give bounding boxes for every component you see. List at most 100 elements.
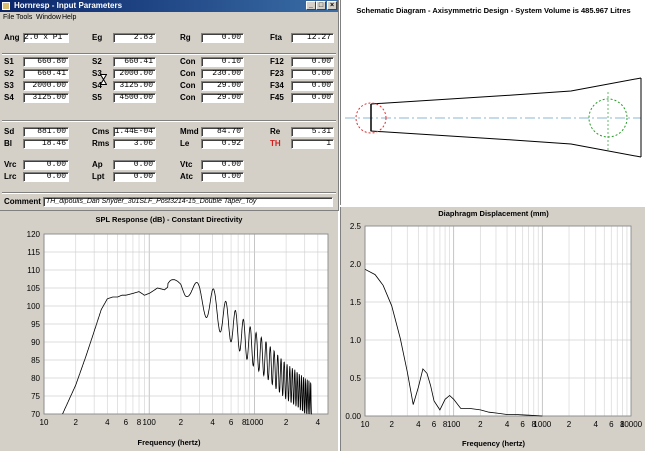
- schematic-panel: Schematic Diagram - Axisymmetric Design …: [340, 0, 645, 205]
- param-field-con[interactable]: 230.00: [201, 69, 244, 79]
- param-field-th[interactable]: 1: [291, 139, 334, 149]
- param-field-cms[interactable]: 1.44E-04: [113, 127, 156, 137]
- param-label-f45: F45: [270, 93, 284, 102]
- param-label-rms: Rms: [92, 139, 110, 148]
- param-label-f23: F23: [270, 69, 284, 78]
- param-field-atc[interactable]: 0.00: [201, 172, 244, 182]
- x-tick-label: 4: [316, 418, 321, 427]
- x-tick-label: 2: [389, 420, 394, 429]
- y-tick-label: 2.0: [350, 260, 362, 269]
- param-field-le[interactable]: 0.92: [201, 139, 244, 149]
- param-field-eg[interactable]: 2.83: [113, 33, 156, 43]
- param-label-atc: Atc: [180, 172, 193, 181]
- window-titlebar[interactable]: Hornresp - Input Parameters _ □ ×: [0, 0, 338, 12]
- menu-help[interactable]: Help: [62, 14, 77, 21]
- x-tick-label: 6: [229, 418, 234, 427]
- minimize-icon[interactable]: _: [306, 1, 316, 10]
- param-field-f23[interactable]: 0.00: [291, 69, 334, 79]
- param-field-s1[interactable]: 660.80: [23, 57, 69, 67]
- param-field-f45[interactable]: 0.00: [291, 93, 334, 103]
- comment-label: Comment: [4, 197, 41, 206]
- x-tick-label: 6: [124, 418, 129, 427]
- param-field-con[interactable]: 29.00: [201, 81, 244, 91]
- param-label-con: Con: [180, 81, 196, 90]
- param-label-bl: Bl: [4, 139, 12, 148]
- x-tick-label: 2: [478, 420, 483, 429]
- spl-chart-title: SPL Response (dB) - Constant Directivity: [95, 215, 243, 224]
- maximize-icon[interactable]: □: [316, 1, 326, 10]
- param-label-eg: Eg: [92, 33, 103, 42]
- param-field-sd[interactable]: 881.00: [23, 127, 69, 137]
- menu-tools[interactable]: Tools: [16, 14, 33, 21]
- menu-bar: File Tools Window Help: [0, 12, 338, 23]
- param-label-s3: S3: [4, 81, 14, 90]
- param-label-f34: F34: [270, 81, 284, 90]
- param-field-ang[interactable]: 2.0 x Pi: [23, 33, 69, 43]
- param-field-s4[interactable]: 3125.00: [113, 81, 156, 91]
- plot-frame: [364, 225, 632, 417]
- param-field-s4[interactable]: 3125.00: [23, 93, 69, 103]
- menu-window[interactable]: Window: [36, 14, 61, 21]
- x-tick-label: 8: [620, 420, 625, 429]
- param-field-mmd[interactable]: 84.70: [201, 127, 244, 137]
- x-tick-label: 8: [242, 418, 247, 427]
- menu-file[interactable]: File: [3, 14, 15, 21]
- param-field-s3[interactable]: 2000.00: [23, 81, 69, 91]
- x-tick-label: 10: [361, 420, 370, 429]
- param-label-mmd: Mmd: [180, 127, 199, 136]
- param-field-lpt[interactable]: 0.00: [113, 172, 156, 182]
- x-tick-label: 2: [284, 418, 289, 427]
- param-field-f34[interactable]: 0.00: [291, 81, 334, 91]
- divider: [2, 192, 336, 194]
- param-label-lpt: Lpt: [92, 172, 105, 181]
- param-field-con[interactable]: 0.10: [201, 57, 244, 67]
- y-tick-label: 120: [27, 230, 41, 239]
- x-tick-label: 4: [105, 418, 110, 427]
- y-tick-label: 0.00: [345, 412, 361, 421]
- param-field-s5[interactable]: 4500.00: [113, 93, 156, 103]
- param-label-th: TH: [270, 139, 281, 148]
- param-label-s2: S2: [4, 69, 14, 78]
- x-tick-label: 8: [532, 420, 537, 429]
- horn-upper-profile: [370, 77, 642, 105]
- response-curve: [62, 279, 312, 415]
- plot-frame: [43, 233, 329, 415]
- y-tick-label: 110: [27, 266, 40, 275]
- param-label-fta: Fta: [270, 33, 282, 42]
- param-field-fta[interactable]: 12.27: [291, 33, 334, 43]
- y-tick-label: 95: [31, 320, 40, 329]
- param-label-sd: Sd: [4, 127, 15, 136]
- y-tick-label: 115: [27, 248, 40, 257]
- param-field-vrc[interactable]: 0.00: [23, 160, 69, 170]
- param-field-f12[interactable]: 0.00: [291, 57, 334, 67]
- param-label-s1: S1: [4, 57, 14, 66]
- param-field-s3[interactable]: 2000.00: [113, 69, 156, 79]
- param-field-rg[interactable]: 0.00: [201, 33, 244, 43]
- param-field-lrc[interactable]: 0.00: [23, 172, 69, 182]
- param-field-re[interactable]: 5.31: [291, 127, 334, 137]
- param-label-con: Con: [180, 69, 196, 78]
- param-label-re: Re: [270, 127, 281, 136]
- param-field-s2[interactable]: 660.41: [113, 57, 156, 67]
- y-tick-label: 70: [31, 410, 40, 419]
- horn-lower-profile: [370, 104, 642, 158]
- param-field-ap[interactable]: 0.00: [113, 160, 156, 170]
- param-field-vtc[interactable]: 0.00: [201, 160, 244, 170]
- param-field-rms[interactable]: 3.06: [113, 139, 156, 149]
- displacement-chart-title: Diaphragm Displacement (mm): [438, 209, 549, 218]
- close-icon[interactable]: ×: [327, 1, 337, 10]
- x-tick-label: 2: [567, 420, 572, 429]
- param-field-s2[interactable]: 660.41: [23, 69, 69, 79]
- y-tick-label: 85: [31, 356, 40, 365]
- app-icon: [2, 2, 10, 10]
- x-tick-label: 10: [40, 418, 49, 427]
- param-label-s4: S4: [92, 81, 102, 90]
- resize-cursor-icon: [99, 74, 108, 85]
- comment-field[interactable]: TH_dipoulis_Dan Snyder_301SLF_Post3214-1…: [43, 197, 333, 207]
- x-tick-label: 1000: [246, 418, 264, 427]
- param-field-bl[interactable]: 18.46: [23, 139, 69, 149]
- param-field-con[interactable]: 29.00: [201, 93, 244, 103]
- y-tick-label: 0.5: [350, 374, 362, 383]
